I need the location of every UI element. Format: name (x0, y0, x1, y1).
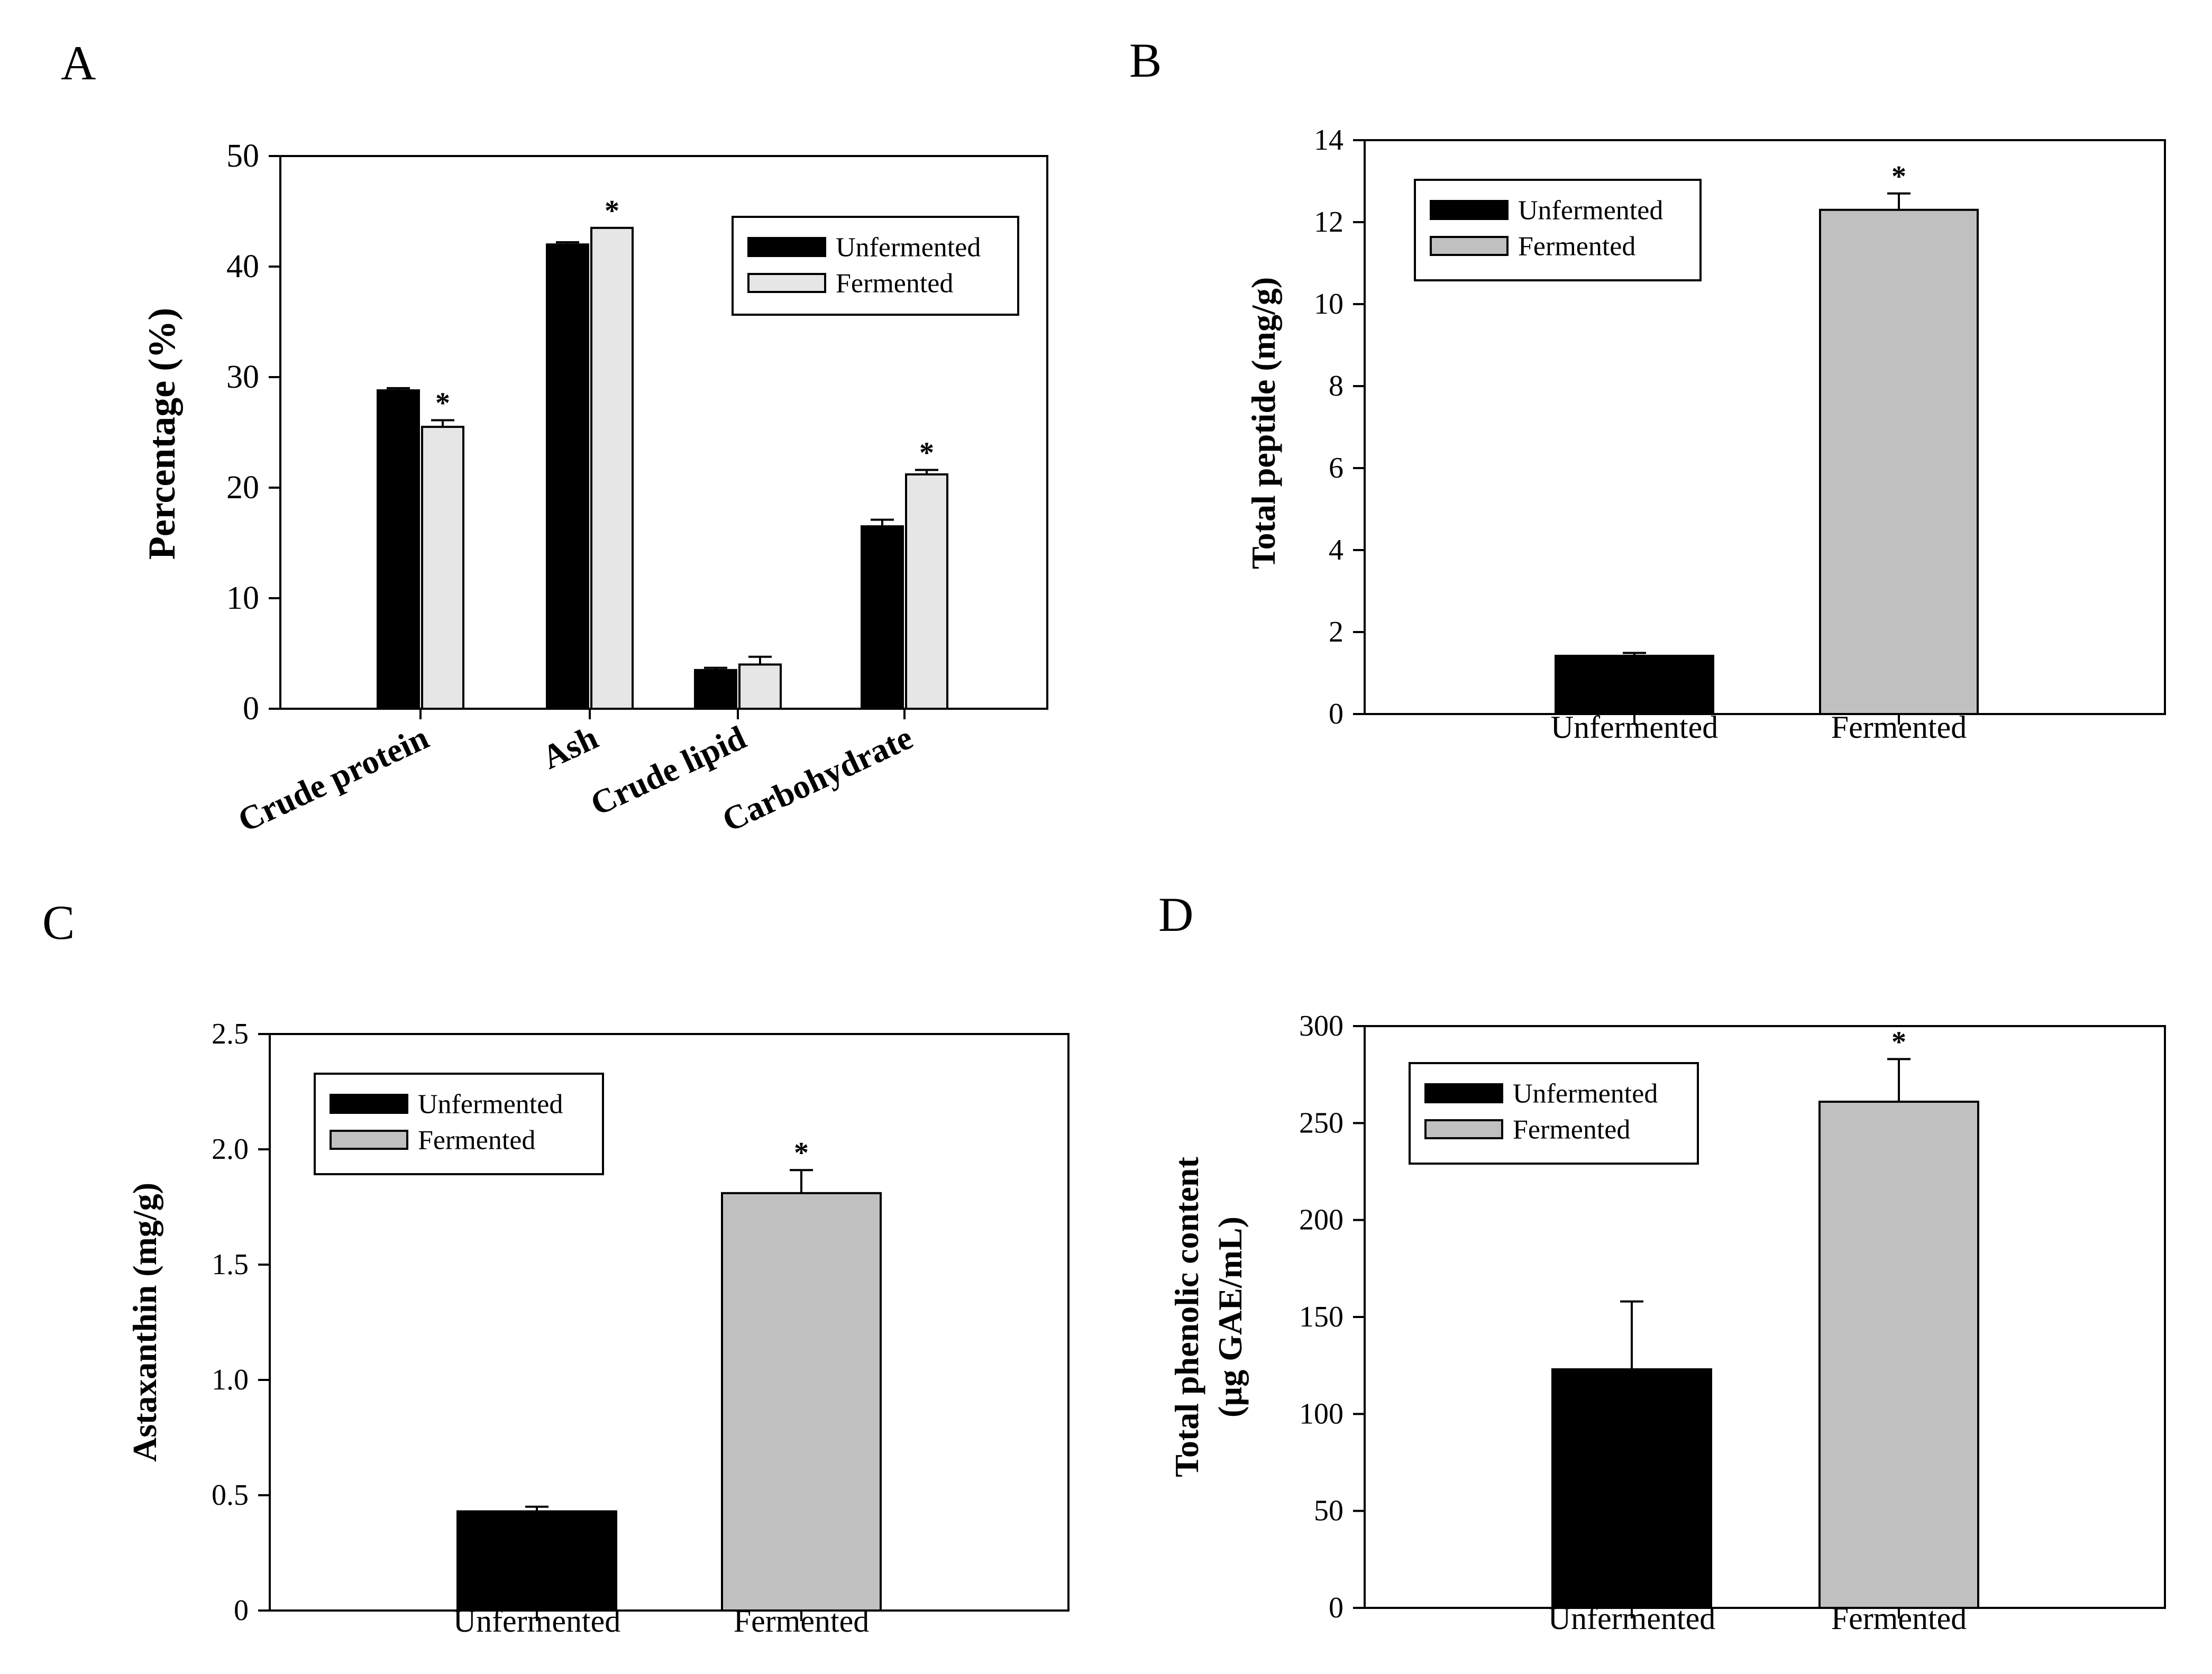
x-tick-label: Fermented (1831, 710, 1967, 745)
panel-b: B 0 2 4 6 8 10 12 14 Total peptide (mg/g) Unfermen… (1129, 33, 2166, 745)
plot-frame (279, 155, 1048, 710)
y-tick-label: 300 (1299, 1010, 1343, 1042)
y-tick-label: 6 (1329, 452, 1343, 484)
y-tick-label: 0 (1329, 1591, 1343, 1624)
y-tick-label: 250 (1299, 1106, 1343, 1139)
y-tick-label: 4 (1329, 534, 1343, 566)
legend-label: Fermented (1518, 232, 1635, 262)
panel-a: A 0 10 20 30 40 50 Percentage (%) * Crude protein… (61, 36, 1048, 839)
x-tick-label: Fermented (734, 1604, 870, 1639)
y-axis-label: Percentage (%) (141, 308, 183, 560)
legend-label: Unfermented (1513, 1079, 1658, 1109)
y-tick-label: 12 (1314, 206, 1343, 239)
y-tick-label: 20 (226, 470, 259, 506)
significance-marker: * (605, 195, 619, 227)
y-tick-label: 2 (1329, 616, 1343, 648)
legend-swatch-fermented (747, 273, 826, 293)
legend-label: Unfermented (1518, 196, 1663, 226)
legend-box (1414, 179, 1702, 281)
y-axis-label: Total peptide (mg/g) (1245, 277, 1282, 569)
y-tick-label: 10 (1314, 288, 1343, 321)
legend-label: Unfermented (418, 1090, 563, 1120)
bar-fermented (1819, 208, 1979, 715)
bar-fermented (1818, 1101, 1979, 1609)
x-tick-label: Unfermented (453, 1604, 621, 1639)
y-tick-label: 30 (226, 359, 259, 395)
legend-box (732, 216, 1019, 316)
bar-unfermented (1551, 1368, 1712, 1609)
y-axis-label-line: Total phenolic content (1168, 1156, 1205, 1477)
legend-swatch-fermented (330, 1130, 408, 1150)
y-tick-label: 10 (226, 580, 259, 616)
y-tick-label: 0 (243, 691, 259, 727)
legend-label: Fermented (1513, 1115, 1630, 1145)
y-tick-label: 150 (1299, 1301, 1343, 1333)
legend-label: Unfermented (836, 233, 981, 263)
y-tick-label: 50 (1314, 1495, 1343, 1527)
bar-fermented (721, 1192, 882, 1612)
legend-label: Fermented (418, 1126, 535, 1156)
y-axis-label: Total phenolic content (µg GAE/mL) (1168, 1156, 1249, 1477)
y-tick-label: 2.0 (212, 1133, 249, 1166)
bar-unfermented (377, 389, 420, 710)
significance-marker: * (919, 437, 934, 470)
bar-fermented (421, 426, 464, 710)
y-tick-label: 40 (226, 249, 259, 285)
significance-marker: * (794, 1137, 809, 1169)
bar-unfermented (546, 243, 589, 710)
x-tick-label: Unfermented (1548, 1601, 1716, 1636)
panel-c: C 0 0.5 1.0 1.5 2.0 2.5 Astaxanthin (mg/g) Unfer… (42, 895, 1070, 1639)
y-tick-label: 2.5 (212, 1018, 249, 1050)
y-tick-label: 0 (1329, 698, 1343, 730)
legend-swatch-fermented (1424, 1119, 1503, 1139)
bar-unfermented (1555, 654, 1714, 715)
x-tick-label: Ash (536, 718, 604, 776)
x-tick-label: Crude protein (232, 718, 434, 839)
y-tick-label: 0.5 (212, 1479, 249, 1512)
panel-letter: C (42, 895, 75, 949)
x-tick-label: Fermented (1831, 1601, 1967, 1636)
bar-fermented (905, 473, 948, 710)
legend-box (1409, 1062, 1699, 1165)
significance-marker: * (1891, 1026, 1906, 1058)
x-tick-label: Carbohydrate (717, 718, 918, 839)
y-tick-label: 100 (1299, 1397, 1343, 1430)
y-tick-label: 200 (1299, 1204, 1343, 1237)
x-tick-label: Unfermented (1551, 710, 1719, 745)
y-tick-label: 1.0 (212, 1364, 249, 1396)
significance-marker: * (1891, 160, 1906, 193)
bar-fermented (590, 226, 634, 710)
legend-swatch-fermented (1430, 236, 1509, 256)
bar-unfermented (694, 669, 737, 710)
legend-swatch-unfermented (1424, 1083, 1503, 1103)
bar-unfermented (456, 1510, 617, 1612)
legend-label: Fermented (836, 269, 953, 299)
y-axis-label: Astaxanthin (mg/g) (126, 1183, 163, 1462)
y-tick-label: 50 (226, 138, 259, 174)
significance-marker: * (435, 387, 450, 420)
y-axis-label-line: (µg GAE/mL) (1211, 1216, 1249, 1417)
plot-frame (1364, 139, 2166, 715)
y-tick-label: 1.5 (212, 1248, 249, 1281)
y-tick-label: 14 (1314, 124, 1343, 157)
y-tick-label: 0 (234, 1594, 249, 1627)
panel-d: D 0 50 100 150 200 250 300 Total phenolic conten… (1158, 888, 2166, 1636)
panel-letter: B (1129, 33, 1162, 87)
y-tick-label: 8 (1329, 370, 1343, 403)
legend-swatch-unfermented (1430, 200, 1509, 220)
legend-swatch-unfermented (747, 237, 826, 257)
panel-letter: D (1158, 888, 1193, 941)
legend-box (314, 1073, 604, 1175)
plot-frame (269, 1033, 1070, 1612)
panel-letter: A (61, 36, 96, 90)
legend-swatch-unfermented (330, 1094, 408, 1114)
bar-unfermented (861, 525, 904, 710)
bar-fermented (738, 663, 782, 710)
